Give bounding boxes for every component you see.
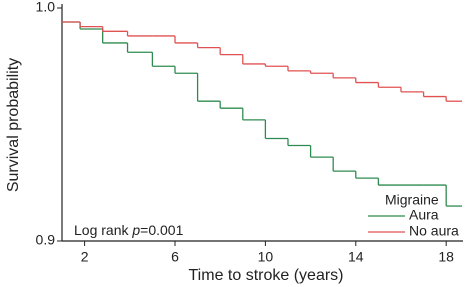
legend-label: Aura <box>409 207 439 223</box>
annotation: Log rank p=0.001 <box>74 222 184 238</box>
annotation-text: =0.001 <box>140 222 183 238</box>
x-tick-label: 6 <box>171 249 179 265</box>
x-tick-label: 18 <box>438 249 454 265</box>
x-axis-label: Time to stroke (years) <box>189 267 344 284</box>
y-tick-label: 0.9 <box>36 232 56 248</box>
x-tick-label: 2 <box>81 249 89 265</box>
x-tick-label: 10 <box>258 249 274 265</box>
annotation-italic: p <box>131 222 140 238</box>
x-tick-label: 14 <box>348 249 364 265</box>
annotation-text: Log rank <box>74 222 132 238</box>
y-tick-label: 1.0 <box>36 0 56 15</box>
legend-title: Migraine <box>385 192 439 208</box>
y-axis-label: Survival probability <box>5 58 22 192</box>
legend-label: No aura <box>409 223 459 239</box>
